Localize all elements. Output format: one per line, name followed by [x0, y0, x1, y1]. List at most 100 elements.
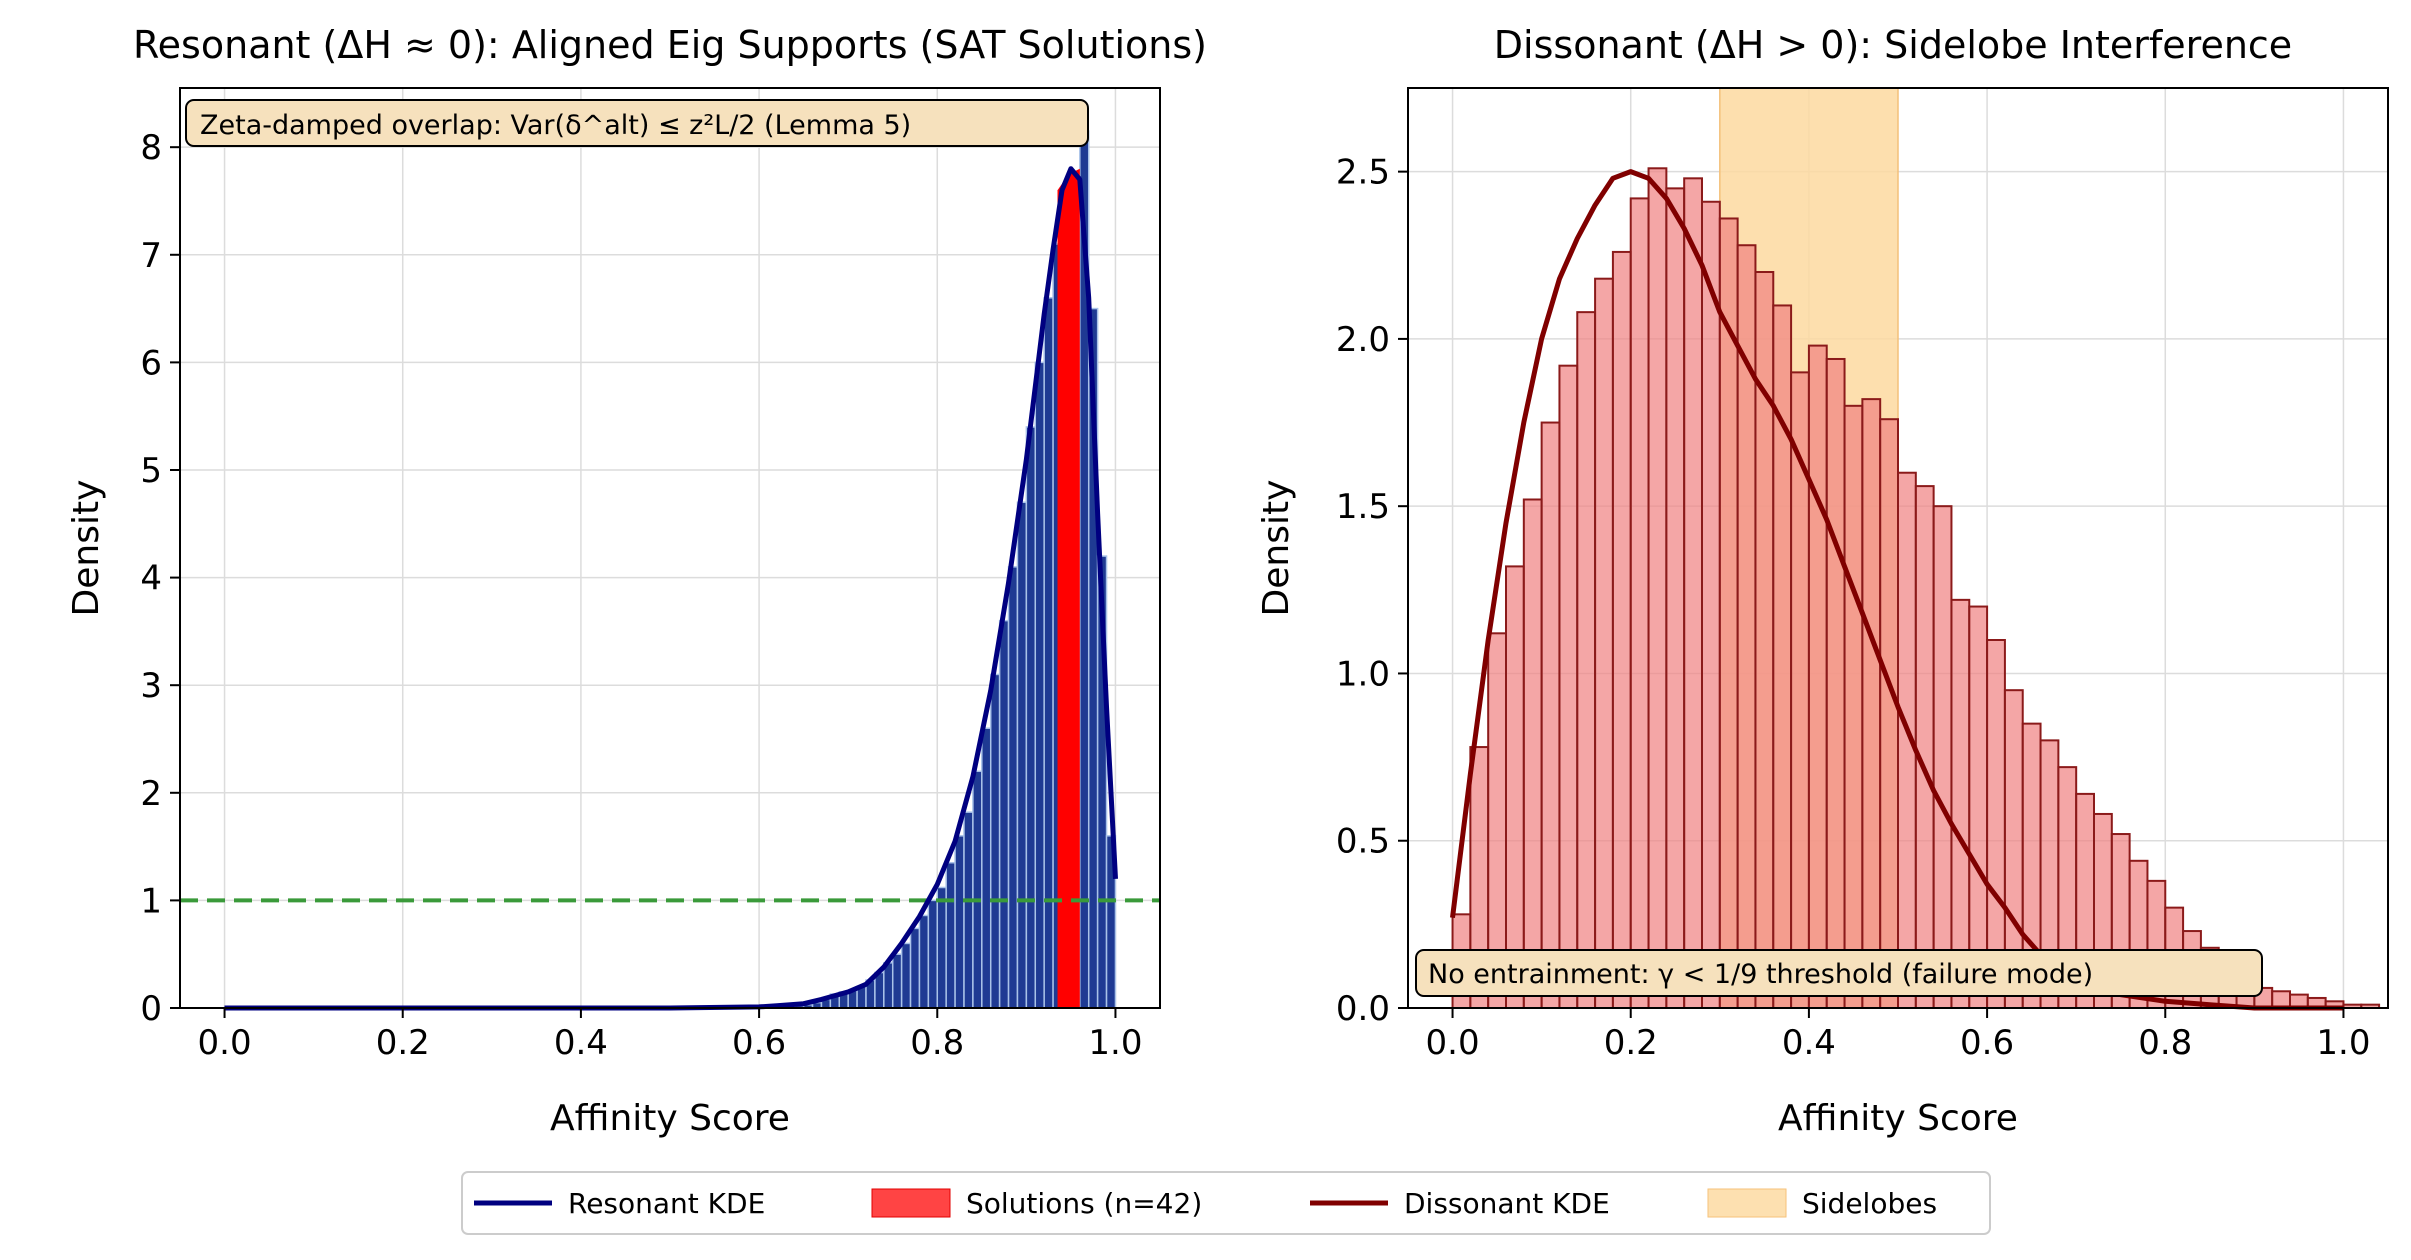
dissonant-histogram-bar	[1807, 344, 1828, 1010]
dissonant-histogram-bar	[1629, 197, 1650, 1009]
resonant-histogram-bar	[963, 811, 974, 1009]
legend-dissonant-kde-label: Dissonant KDE	[1404, 1187, 1610, 1220]
legend-box	[461, 1171, 1991, 1235]
resonant-histogram-bar	[1025, 426, 1037, 1009]
dissonant-x-tick-label: 0.4	[1782, 1023, 1836, 1063]
dissonant-histogram-bar	[1558, 364, 1579, 1009]
resonant-annotation: Zeta-damped overlap: Var(δ^alt) ≤ z²L/2 …	[185, 99, 1089, 147]
resonant-histogram-bar	[972, 770, 983, 1009]
resonant-y-tick-label: 5	[140, 451, 162, 491]
dissonant-y-tick-label: 0.0	[1336, 989, 1390, 1029]
resonant-histogram-bar	[1034, 361, 1045, 1009]
dissonant-histogram-bar	[1968, 605, 1989, 1010]
dissonant-histogram-bar	[1647, 167, 1668, 1010]
dissonant-histogram-bar	[1843, 404, 1864, 1009]
dissonant-histogram-bar	[1665, 187, 1686, 1009]
resonant-histogram-bar	[998, 619, 1010, 1009]
legend: Resonant KDE Solutions (n=42) Dissonant …	[461, 1171, 1991, 1235]
resonant-x-tick-label: 1.0	[1088, 1023, 1142, 1063]
resonant-histogram-bar	[945, 861, 956, 1009]
dissonant-y-tick-label: 1.0	[1336, 654, 1390, 694]
resonant-histogram-bar	[900, 942, 912, 1009]
dissonant-annotation: No entrainment: γ < 1/9 threshold (failu…	[1415, 949, 2263, 997]
resonant-x-tick-label: 0.4	[554, 1023, 608, 1063]
dissonant-histogram-bar	[1950, 598, 1971, 1009]
resonant-histogram-bar	[954, 835, 965, 1009]
resonant-y-tick-label: 2	[140, 774, 162, 814]
resonant-x-tick-label: 0.2	[376, 1023, 430, 1063]
resonant-y-tick-label: 8	[140, 128, 162, 168]
dissonant-histogram-bar	[1879, 418, 1899, 1009]
dissonant-histogram-bar	[1594, 277, 1614, 1009]
resonant-histogram-bar	[883, 962, 894, 1009]
dissonant-histogram-bar	[1683, 177, 1703, 1009]
dissonant-x-tick-label: 0.0	[1426, 1023, 1480, 1063]
dissonant-histogram-bar	[1540, 421, 1561, 1009]
resonant-y-tick-label: 0	[140, 989, 162, 1029]
dissonant-histogram-bar	[1701, 200, 1721, 1009]
dissonant-histogram-bar	[1914, 485, 1935, 1010]
dissonant-axes-frame	[1407, 87, 2389, 1009]
dissonant-x-label: Affinity Score	[1778, 1098, 2018, 1139]
resonant-x-tick-label: 0.8	[910, 1023, 964, 1063]
dissonant-histogram-bar	[1932, 505, 1953, 1009]
legend-resonant-kde-label: Resonant KDE	[568, 1187, 765, 1220]
resonant-x-tick-label: 0.0	[198, 1023, 252, 1063]
solutions-band	[1057, 168, 1080, 1008]
resonant-y-tick-label: 1	[140, 881, 162, 921]
dissonant-x-tick-label: 0.8	[2138, 1023, 2192, 1063]
solutions-band-area	[1057, 168, 1080, 1008]
resonant-annotation-box	[185, 99, 1089, 147]
dissonant-histogram-bar	[1611, 250, 1632, 1010]
dissonant-y-tick-label: 2.0	[1336, 320, 1390, 360]
resonant-histogram-bar	[981, 727, 992, 1009]
resonant-panel: Resonant (ΔH ≈ 0): Aligned Eig Supports …	[66, 23, 1207, 1139]
resonant-y-tick-label: 7	[140, 236, 162, 276]
dissonant-title: Dissonant (ΔH > 0): Sidelobe Interferenc…	[1494, 23, 2292, 67]
resonant-histogram-bar	[891, 953, 903, 1009]
legend-sidelobes-label: Sidelobes	[1802, 1187, 1937, 1220]
resonant-y-tick-label: 6	[140, 343, 162, 383]
resonant-axes-frame	[179, 87, 1161, 1009]
dissonant-y-tick-label: 1.5	[1336, 487, 1390, 527]
dissonant-histogram-bar	[2271, 990, 2292, 1009]
resonant-y-tick-label: 3	[140, 666, 162, 706]
resonant-histogram-bar	[918, 914, 930, 1009]
resonant-x-ticks: 0.0 0.2 0.4 0.6 0.8 1.0	[198, 1008, 1142, 1063]
resonant-histogram-bar	[909, 927, 921, 1009]
resonant-y-ticks: 0 1 2 3 4 5 6 7 8	[140, 128, 180, 1029]
dissonant-panel: Dissonant (ΔH > 0): Sidelobe Interferenc…	[1256, 23, 2389, 1139]
dissonant-histogram-bar	[1522, 498, 1543, 1009]
dissonant-y-tick-label: 2.5	[1336, 153, 1390, 193]
dissonant-histogram-bar	[1576, 311, 1597, 1009]
dissonant-histogram	[1451, 167, 2381, 1010]
legend-sidelobes-swatch	[1707, 1188, 1787, 1218]
resonant-y-label: Density	[66, 480, 107, 617]
resonant-histogram-bar	[936, 886, 947, 1009]
dissonant-y-tick-label: 0.5	[1336, 822, 1390, 862]
resonant-histogram-bar	[1016, 501, 1028, 1009]
legend-solutions-label: Solutions (n=42)	[966, 1187, 1202, 1220]
resonant-histogram-bar	[1007, 566, 1019, 1009]
dissonant-annotation-text: No entrainment: γ < 1/9 threshold (failu…	[1428, 959, 2093, 990]
dissonant-histogram-bar	[1825, 357, 1846, 1009]
resonant-x-label: Affinity Score	[550, 1098, 790, 1139]
dissonant-y-ticks: 0.0 0.5 1.0 1.5 2.0 2.5	[1336, 153, 1408, 1029]
dissonant-x-ticks: 0.0 0.2 0.4 0.6 0.8 1.0	[1426, 1008, 2370, 1063]
dissonant-x-tick-label: 0.6	[1960, 1023, 2014, 1063]
dissonant-annotation-box	[1415, 949, 2263, 997]
resonant-title: Resonant (ΔH ≈ 0): Aligned Eig Supports …	[133, 23, 1207, 67]
resonant-grid	[180, 88, 1160, 1009]
dissonant-histogram-bar	[1505, 565, 1525, 1010]
dissonant-y-label: Density	[1256, 480, 1297, 617]
resonant-histogram-bar	[989, 673, 1001, 1009]
resonant-histogram-bar	[927, 899, 939, 1009]
resonant-annotation-text: Zeta-damped overlap: Var(δ^alt) ≤ z²L/2 …	[200, 110, 911, 141]
resonant-y-tick-label: 4	[140, 559, 162, 599]
dissonant-x-tick-label: 1.0	[2316, 1023, 2370, 1063]
dissonant-histogram-bar	[1861, 398, 1882, 1009]
legend-solutions-swatch	[871, 1188, 951, 1218]
resonant-x-tick-label: 0.6	[732, 1023, 786, 1063]
dissonant-x-tick-label: 0.2	[1604, 1023, 1658, 1063]
